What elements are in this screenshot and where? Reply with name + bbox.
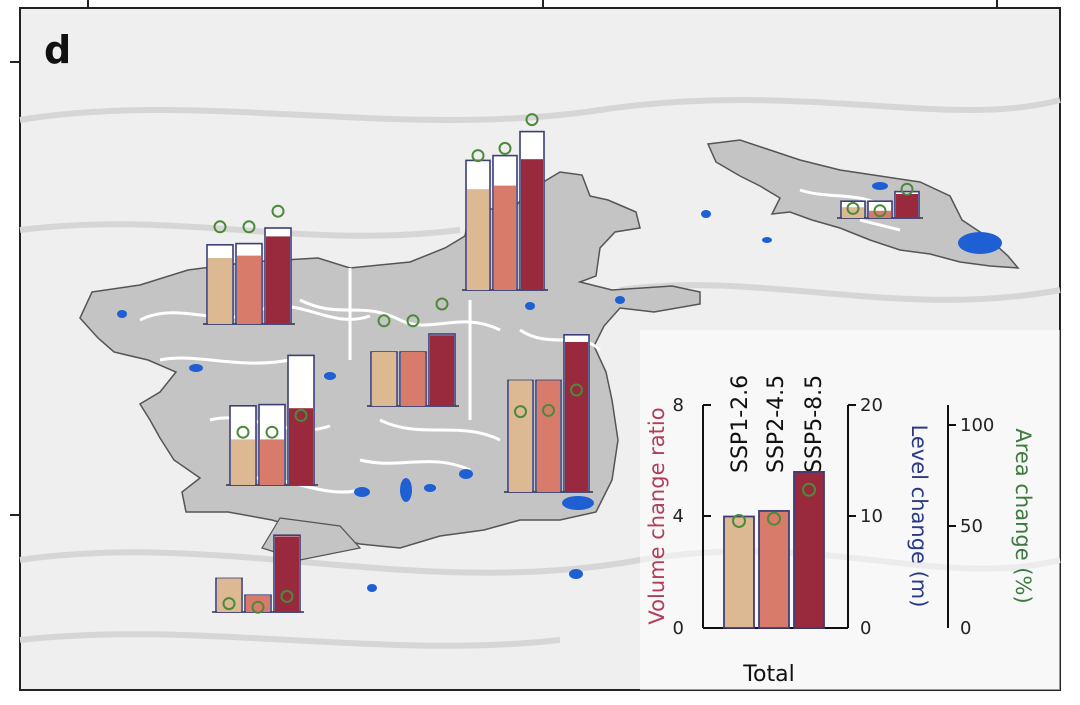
legend-ssp5: SSP5-8.5 (802, 375, 827, 473)
level-tick-0: 0 (860, 618, 871, 639)
bar-SSP1-2.6 (217, 578, 241, 612)
area-marker-SSP1-2.6 (514, 405, 527, 419)
total-bar-SSP5-8.5 (793, 470, 825, 629)
total-bar-SSP1-2.6 (723, 515, 755, 629)
bar-SSP5-8.5 (430, 335, 454, 406)
bar-SSP1-2.6 (842, 207, 864, 218)
region-group-west-central (226, 354, 318, 486)
legend-ssp1: SSP1-2.6 (728, 375, 753, 473)
area-marker-SSP2-4.5 (873, 204, 887, 218)
bar-SSP2-4.5 (537, 380, 560, 492)
bar-SSP2-4.5 (237, 255, 261, 324)
total-inset: 8 4 0 20 10 0 100 50 0 Volume change rat… (640, 330, 1060, 690)
area-marker-SSP5-8.5 (900, 182, 914, 196)
area-marker-SSP5-8.5 (435, 297, 449, 311)
lake (459, 469, 473, 479)
lake (189, 364, 203, 372)
area-marker-SSP1-2.6 (846, 201, 860, 215)
lake (324, 372, 336, 380)
lake (354, 487, 370, 497)
lake (569, 569, 583, 579)
level-axis-title: Level change (m) (907, 425, 931, 608)
bar-SSP1-2.6 (372, 352, 396, 406)
bar-SSP1-2.6 (208, 258, 232, 324)
area-marker-SSP5-8.5 (294, 408, 308, 422)
area-marker-SSP2-4.5 (406, 314, 420, 328)
region-group-north-central (462, 113, 548, 291)
area-marker-SSP5-8.5 (280, 589, 294, 603)
total-area-marker-SSP5-8.5 (802, 482, 816, 497)
area-marker-SSP1-2.6 (236, 425, 250, 439)
area-marker-SSP1-2.6 (377, 314, 391, 328)
area-marker-SSP5-8.5 (271, 204, 285, 218)
bar-SSP2-4.5 (869, 210, 891, 218)
lake (367, 584, 377, 592)
volume-tick-0: 0 (673, 618, 684, 639)
region-group-east-central (504, 333, 593, 493)
bar-SSP2-4.5 (494, 185, 516, 290)
area-marker-SSP5-8.5 (525, 113, 539, 127)
total-label: Total (742, 662, 794, 687)
lake (701, 210, 711, 218)
bar-SSP5-8.5 (266, 236, 290, 324)
lake (562, 496, 594, 510)
bar-SSP1-2.6 (509, 380, 532, 492)
terrain-texture (19, 97, 1061, 649)
volume-axis-title: Volume change ratio (645, 407, 669, 624)
regional-bar-groups (203, 113, 923, 614)
lake (424, 484, 436, 492)
bar-SSP5-8.5 (275, 536, 299, 612)
lake (117, 310, 127, 318)
region-group-central (367, 297, 459, 407)
bar-SSP1-2.6 (467, 189, 489, 290)
area-tick-50: 50 (960, 516, 983, 537)
volume-tick-4: 4 (673, 506, 684, 527)
region-group-northwest (203, 204, 295, 325)
level-tick-10: 10 (860, 506, 883, 527)
area-tick-0: 0 (960, 618, 971, 639)
volume-tick-8: 8 (673, 395, 684, 416)
area-marker-SSP1-2.6 (471, 149, 485, 163)
total-bars (723, 470, 825, 629)
lake (615, 296, 625, 304)
bar-SSP5-8.5 (565, 342, 588, 492)
area-marker-SSP5-8.5 (570, 383, 583, 397)
bar-SSP5-8.5 (521, 159, 543, 290)
panel-label: d (44, 28, 71, 72)
area-marker-SSP2-4.5 (251, 600, 265, 614)
bar-SSP2-4.5 (401, 352, 425, 406)
area-tick-100: 100 (960, 415, 994, 436)
area-marker-SSP1-2.6 (213, 220, 227, 234)
total-area-marker-SSP2-4.5 (767, 511, 781, 526)
total-inset-background (640, 330, 1060, 690)
level-tick-20: 20 (860, 395, 883, 416)
bar-SSP5-8.5 (289, 408, 313, 485)
area-marker-SSP2-4.5 (542, 403, 555, 417)
bar-SSP1-2.6 (231, 439, 255, 485)
area-marker-SSP2-4.5 (498, 141, 512, 155)
bar-SSP2-4.5 (246, 595, 270, 612)
total-bar-SSP2-4.5 (758, 510, 790, 629)
lake (958, 232, 1002, 254)
region-group-south (212, 534, 304, 614)
area-marker-SSP2-4.5 (242, 220, 256, 234)
lake (872, 182, 888, 190)
bar-SSP5-8.5 (896, 194, 918, 218)
lake (400, 478, 412, 502)
lake (525, 302, 535, 310)
legend-ssp2: SSP2-4.5 (764, 375, 789, 473)
lakes (117, 182, 1002, 592)
area-axis-title: Area change (%) (1011, 428, 1035, 603)
region-group-northeast (837, 182, 923, 219)
bar-SSP2-4.5 (260, 439, 284, 485)
area-marker-SSP1-2.6 (222, 597, 236, 611)
total-area-marker-SSP1-2.6 (732, 513, 746, 528)
area-marker-SSP2-4.5 (265, 425, 279, 439)
lake (762, 237, 772, 243)
